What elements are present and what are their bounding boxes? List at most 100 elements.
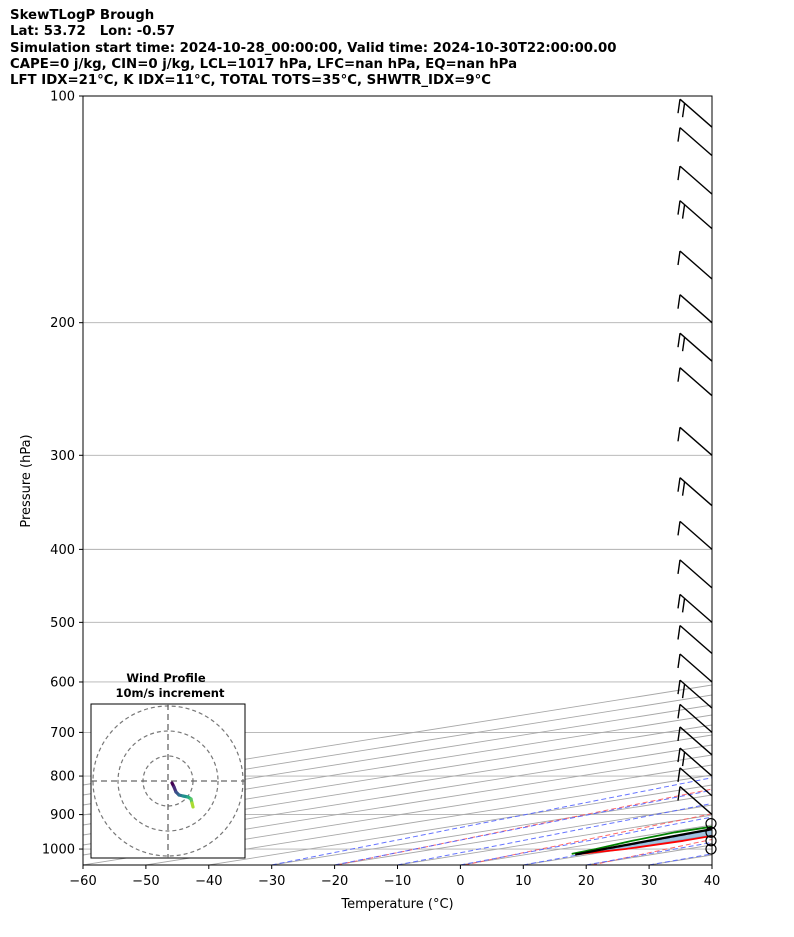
barb-staff	[679, 165, 713, 195]
y-tick-label: 200	[50, 316, 75, 331]
barb-staff	[679, 653, 713, 683]
isotherm-line	[460, 824, 712, 865]
barb-flag	[677, 333, 681, 348]
cin-area	[576, 829, 712, 855]
barb-flag	[677, 294, 681, 309]
x-tick-label: 10	[515, 874, 532, 889]
wind-barb	[677, 200, 713, 230]
isotherm-line	[83, 714, 712, 816]
isotherm-line	[271, 794, 712, 865]
barb-staff	[679, 250, 713, 280]
barb-flag	[681, 751, 686, 767]
sounding-lines	[571, 825, 712, 856]
wind-barb	[677, 165, 713, 195]
x-axis: −60 −50 −40 −30 −20 −10 0 10 20 30 40	[69, 865, 720, 889]
location-line: Lat: 53.72 Lon: -0.57	[10, 24, 176, 40]
cape-line: CAPE=0 j/kg, CIN=0 j/kg, LCL=1017 hPa, L…	[10, 56, 518, 72]
wind-barb	[677, 426, 713, 456]
x-tick-label: −10	[384, 874, 411, 889]
barb-flag	[677, 653, 681, 669]
barb-staff	[679, 747, 713, 777]
barb-flag	[677, 477, 681, 492]
y-tick-label: 100	[50, 90, 75, 105]
isotherm-line	[83, 724, 712, 826]
dry-adiabat	[336, 788, 712, 865]
barb-flag	[677, 625, 681, 640]
wind-barb	[677, 127, 713, 157]
barb-staff	[679, 703, 713, 733]
isotherm-line	[334, 804, 712, 865]
moist-adiabat	[523, 829, 712, 865]
wind-barb	[677, 593, 713, 623]
y-tick-label: 700	[50, 726, 75, 741]
hodograph-ring	[117, 730, 219, 832]
y-tick-label: 300	[50, 449, 75, 464]
wind-barb	[677, 98, 713, 128]
isotherm-line	[83, 704, 712, 806]
wind-barb	[677, 747, 713, 777]
barb-flag	[681, 481, 686, 496]
barb-staff	[679, 294, 713, 324]
calm-circle	[705, 817, 717, 830]
isotherm-line	[83, 684, 712, 786]
barb-flag	[681, 204, 686, 219]
isotherm-line	[83, 694, 712, 796]
wind-barb	[677, 332, 713, 362]
moist-adiabat	[397, 802, 712, 865]
wind-barb	[705, 817, 717, 830]
hodograph-subtitle: 10m/s increment	[116, 686, 225, 700]
x-tick-label: 30	[641, 874, 658, 889]
hodograph-trace	[190, 801, 195, 809]
barb-flag	[677, 767, 681, 782]
y-tick-label: 800	[50, 770, 75, 785]
x-tick-label: −50	[132, 874, 159, 889]
x-tick-label: 20	[578, 874, 595, 889]
dry-adiabat	[720, 96, 794, 865]
calm-circle	[705, 835, 717, 847]
barb-staff	[679, 786, 713, 816]
y-tick-label: 900	[50, 808, 75, 823]
barb-staff	[679, 624, 713, 655]
y-tick-label: 1000	[42, 843, 75, 858]
temperature-line	[580, 834, 712, 855]
wind-barb	[677, 559, 713, 589]
barb-staff	[679, 726, 713, 756]
x-tick-label: 0	[456, 874, 464, 889]
wind-barb	[677, 786, 713, 816]
wind-barb	[677, 520, 713, 550]
chart-header: SkewTLogP Brough Lat: 53.72 Lon: -0.57 S…	[10, 8, 617, 89]
wind-barb	[677, 679, 713, 709]
barb-flag	[681, 598, 686, 613]
wind-barbs	[677, 98, 717, 855]
calm-circle	[705, 826, 717, 838]
barb-flag	[677, 786, 681, 801]
barb-flag	[677, 594, 681, 609]
x-tick-label: −20	[321, 874, 348, 889]
barb-flag	[677, 367, 681, 382]
x-axis-label: Temperature (°C)	[340, 897, 453, 912]
time-line: Simulation start time: 2024-10-28_00:00:…	[10, 40, 617, 56]
barb-flag	[677, 427, 681, 442]
parcel-line	[574, 827, 712, 856]
barb-flag	[677, 747, 681, 763]
barb-staff	[679, 367, 713, 397]
hodograph-inset: Wind Profile 10m/s increment	[90, 671, 246, 859]
barb-flag	[677, 726, 681, 742]
isotherm-line	[711, 864, 712, 865]
wind-barb	[705, 835, 717, 847]
chart-title: SkewTLogP Brough	[10, 8, 155, 23]
barb-staff	[679, 679, 713, 709]
barb-staff	[679, 477, 713, 507]
y-axis: 100 200 300 400 500 600 700 800 900 1000	[42, 90, 83, 858]
isotherm-line	[649, 854, 712, 865]
y-tick-label: 600	[50, 675, 75, 690]
wind-barb	[677, 477, 713, 507]
dry-adiabat	[464, 813, 712, 865]
chart-grid	[83, 96, 794, 865]
moist-adiabat	[649, 853, 712, 865]
barb-flag	[677, 704, 681, 719]
barb-staff	[679, 559, 713, 589]
barb-flag	[677, 200, 681, 215]
wind-barb	[677, 367, 713, 397]
moist-adiabat	[334, 789, 712, 865]
